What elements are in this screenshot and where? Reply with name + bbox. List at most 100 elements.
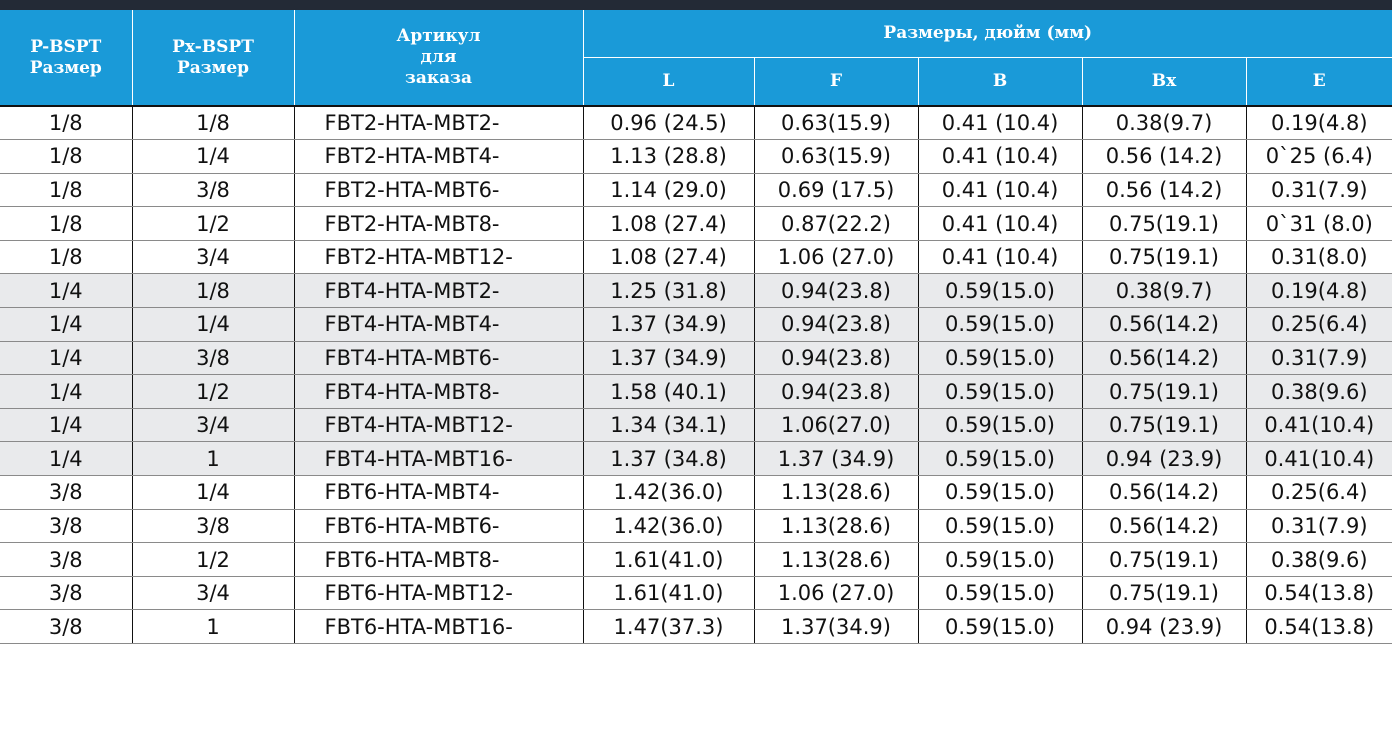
- table-row: 1/8 3/8 FBT2-HTA-MBT6- 1.14 (29.0) 0.69 (17.…: [0, 173, 1392, 208]
- cell-p-size: 1/8: [0, 139, 133, 174]
- table-row: 3/8 3/8 FBT6-HTA-MBT6- 1.42(36.0) 1.13(28.6)…: [0, 509, 1392, 544]
- cell-bx: 0.75(19.1): [1082, 542, 1247, 577]
- cell-l: 1.42(36.0): [583, 475, 755, 510]
- cell-b: 0.59(15.0): [918, 576, 1083, 611]
- header-col-b: B: [918, 57, 1083, 106]
- cell-f: 1.37(34.9): [754, 609, 919, 644]
- table-header: P-BSPT Размер Px-BSPT Размер Артикул для…: [0, 10, 1392, 106]
- cell-b: 0.59(15.0): [918, 341, 1083, 376]
- cell-bx: 0.56(14.2): [1082, 307, 1247, 342]
- cell-f: 1.13(28.6): [754, 509, 919, 544]
- cell-l: 1.25 (31.8): [583, 273, 755, 309]
- cell-bx: 0.75(19.1): [1082, 206, 1247, 241]
- cell-p-size: 3/8: [0, 576, 133, 611]
- header-article: Артикул для заказа: [294, 10, 584, 106]
- header-col-l: L: [583, 57, 755, 106]
- cell-l: 1.08 (27.4): [583, 240, 755, 275]
- table-row: 1/4 3/4 FBT4-HTA-MBT12- 1.34 (34.1) 1.06(27.…: [0, 408, 1392, 443]
- cell-px-size: 1/8: [132, 273, 295, 309]
- cell-p-size: 1/8: [0, 206, 133, 241]
- header-px-bspt-size: Px-BSPT Размер: [132, 10, 295, 106]
- cell-article: FBT2-HTA-MBT6-: [294, 173, 584, 208]
- cell-article: FBT2-HTA-MBT4-: [294, 139, 584, 174]
- cell-b: 0.59(15.0): [918, 609, 1083, 644]
- cell-e: 0.54(13.8): [1246, 576, 1392, 611]
- cell-l: 1.47(37.3): [583, 609, 755, 644]
- cell-e: 0.41(10.4): [1246, 408, 1392, 443]
- cell-e: 0.31(7.9): [1246, 341, 1392, 376]
- cell-p-size: 3/8: [0, 509, 133, 544]
- cell-p-size: 1/4: [0, 374, 133, 409]
- cell-f: 1.13(28.6): [754, 475, 919, 510]
- cell-bx: 0.94 (23.9): [1082, 609, 1247, 644]
- cell-article: FBT6-HTA-MBT4-: [294, 475, 584, 510]
- cell-bx: 0.56(14.2): [1082, 475, 1247, 510]
- cell-e: 0.41(10.4): [1246, 441, 1392, 477]
- cell-px-size: 1/2: [132, 542, 295, 577]
- cell-b: 0.41 (10.4): [918, 173, 1083, 208]
- cell-b: 0.59(15.0): [918, 307, 1083, 342]
- cell-p-size: 3/8: [0, 475, 133, 510]
- table-row: 3/8 1 FBT6-HTA-MBT16- 1.47(37.3) 1.37(34.9) 0…: [0, 609, 1392, 644]
- cell-px-size: 1/2: [132, 374, 295, 409]
- cell-e: 0.31(7.9): [1246, 509, 1392, 544]
- cell-p-size: 1/8: [0, 105, 133, 141]
- cell-l: 1.42(36.0): [583, 509, 755, 544]
- cell-e: 0.19(4.8): [1246, 273, 1392, 309]
- table-row: 1/8 1/8 FBT2-HTA-MBT2- 0.96 (24.5) 0.63(15.9…: [0, 105, 1392, 141]
- cell-article: FBT6-HTA-MBT16-: [294, 609, 584, 644]
- header-col-f: F: [754, 57, 919, 106]
- cell-article: FBT2-HTA-MBT2-: [294, 105, 584, 141]
- cell-b: 0.59(15.0): [918, 374, 1083, 409]
- cell-f: 0.94(23.8): [754, 307, 919, 342]
- cell-px-size: 3/8: [132, 173, 295, 208]
- cell-e: 0.38(9.6): [1246, 374, 1392, 409]
- cell-p-size: 1/4: [0, 341, 133, 376]
- cell-article: FBT6-HTA-MBT6-: [294, 509, 584, 544]
- cell-e: 0.38(9.6): [1246, 542, 1392, 577]
- header-col-e: E: [1246, 57, 1392, 106]
- cell-px-size: 3/8: [132, 341, 295, 376]
- cell-bx: 0.56(14.2): [1082, 509, 1247, 544]
- table-body: 1/8 1/8 FBT2-HTA-MBT2- 0.96 (24.5) 0.63(15.9…: [0, 105, 1392, 644]
- cell-bx: 0.38(9.7): [1082, 273, 1247, 309]
- cell-l: 1.14 (29.0): [583, 173, 755, 208]
- cell-b: 0.59(15.0): [918, 509, 1083, 544]
- cell-l: 1.37 (34.9): [583, 341, 755, 376]
- header-col-bx: Bx: [1082, 57, 1247, 106]
- cell-b: 0.59(15.0): [918, 273, 1083, 309]
- cell-l: 1.37 (34.9): [583, 307, 755, 342]
- cell-b: 0.59(15.0): [918, 475, 1083, 510]
- cell-bx: 0.56(14.2): [1082, 341, 1247, 376]
- cell-f: 0.69 (17.5): [754, 173, 919, 208]
- table-row: 1/8 1/2 FBT2-HTA-MBT8- 1.08 (27.4) 0.87(22.2…: [0, 206, 1392, 241]
- cell-px-size: 1: [132, 441, 295, 477]
- cell-article: FBT4-HTA-MBT4-: [294, 307, 584, 342]
- cell-b: 0.59(15.0): [918, 441, 1083, 477]
- cell-px-size: 1/8: [132, 105, 295, 141]
- cell-f: 1.37 (34.9): [754, 441, 919, 477]
- cell-f: 0.94(23.8): [754, 273, 919, 309]
- cell-e: 0`31 (8.0): [1246, 206, 1392, 241]
- cell-e: 0`25 (6.4): [1246, 139, 1392, 174]
- table-row: 1/4 1/2 FBT4-HTA-MBT8- 1.58 (40.1) 0.94(23.8…: [0, 374, 1392, 409]
- cell-e: 0.54(13.8): [1246, 609, 1392, 644]
- header-article-line-1: Артикул: [396, 26, 481, 46]
- cell-article: FBT2-HTA-MBT12-: [294, 240, 584, 275]
- table-row: 3/8 1/2 FBT6-HTA-MBT8- 1.61(41.0) 1.13(28.6)…: [0, 542, 1392, 577]
- cell-bx: 0.75(19.1): [1082, 408, 1247, 443]
- cell-b: 0.41 (10.4): [918, 105, 1083, 141]
- cell-article: FBT2-HTA-MBT8-: [294, 206, 584, 241]
- cell-f: 0.63(15.9): [754, 139, 919, 174]
- cell-b: 0.41 (10.4): [918, 206, 1083, 241]
- cell-px-size: 3/4: [132, 408, 295, 443]
- cell-article: FBT4-HTA-MBT8-: [294, 374, 584, 409]
- cell-f: 0.63(15.9): [754, 105, 919, 141]
- cell-f: 0.87(22.2): [754, 206, 919, 241]
- table-row: 1/4 1 FBT4-HTA-MBT16- 1.37 (34.8) 1.37 (34.9…: [0, 441, 1392, 477]
- table-row: 1/4 1/4 FBT4-HTA-MBT4- 1.37 (34.9) 0.94(23.8…: [0, 307, 1392, 342]
- cell-article: FBT4-HTA-MBT12-: [294, 408, 584, 443]
- table-row: 3/8 3/4 FBT6-HTA-MBT12- 1.61(41.0) 1.06 (27.…: [0, 576, 1392, 611]
- cell-article: FBT6-HTA-MBT12-: [294, 576, 584, 611]
- cell-l: 1.13 (28.8): [583, 139, 755, 174]
